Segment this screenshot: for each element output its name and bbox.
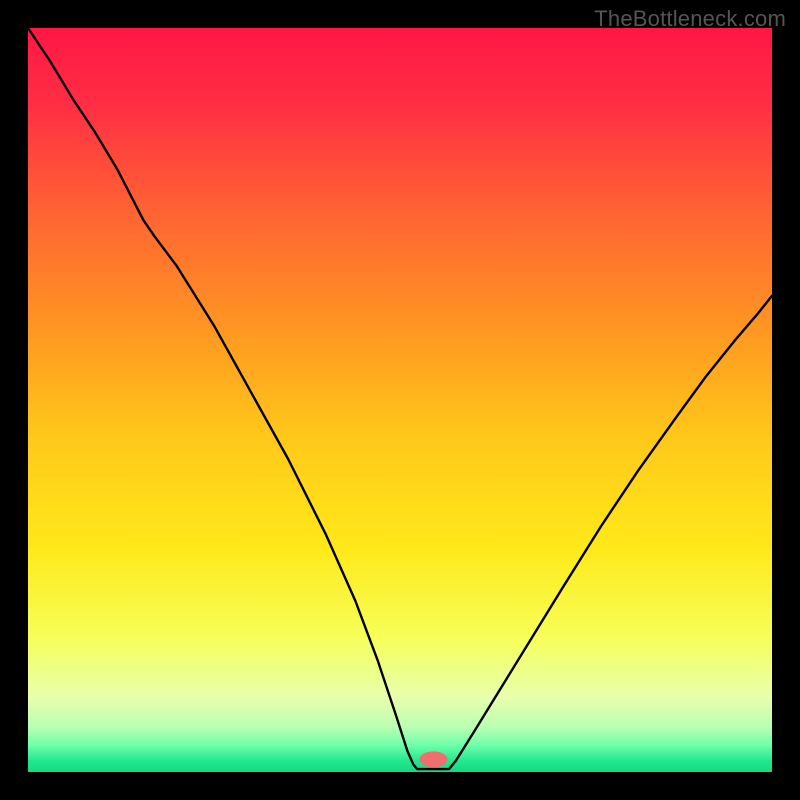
watermark-text: TheBottleneck.com [594, 6, 786, 32]
chart-frame: TheBottleneck.com [0, 0, 800, 800]
bottleneck-curve-chart [0, 0, 800, 800]
